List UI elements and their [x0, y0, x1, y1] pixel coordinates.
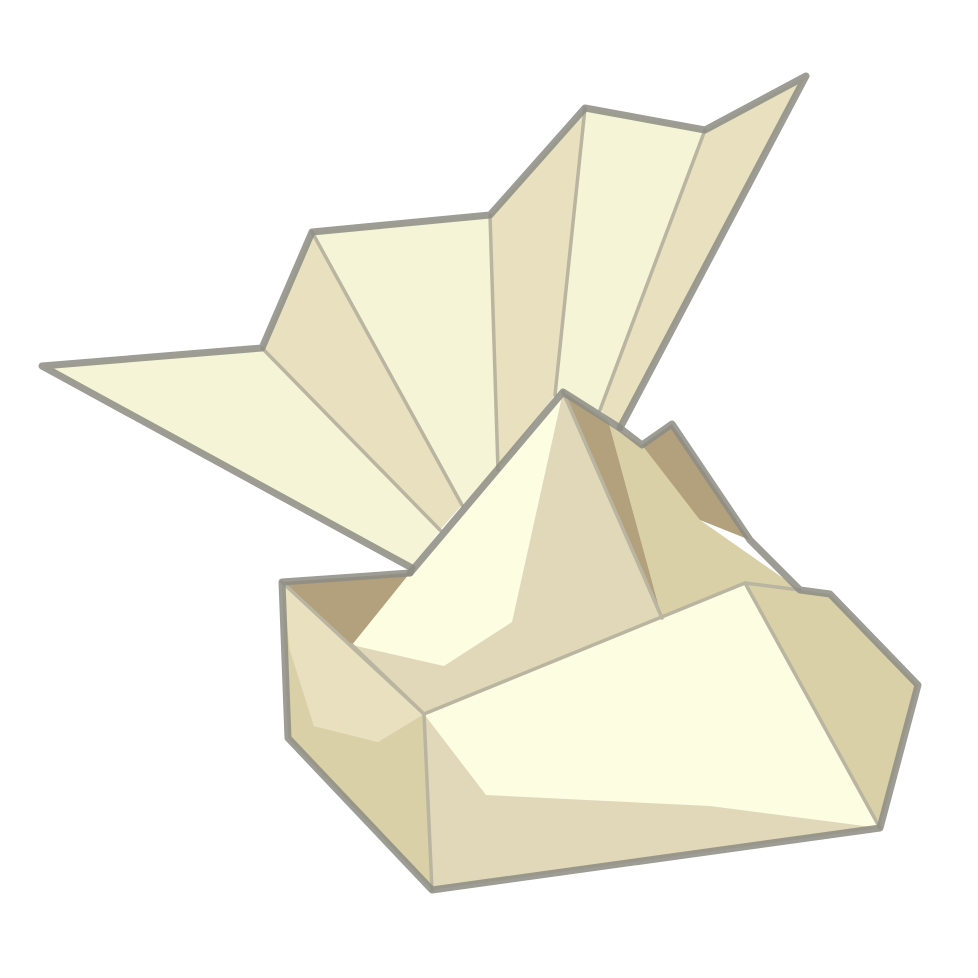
paper-box	[282, 582, 918, 890]
peak-face-right	[563, 392, 800, 618]
crease-6	[561, 390, 664, 620]
fan-blade-5	[555, 108, 705, 410]
crease-5	[598, 128, 707, 412]
fan-blade-left	[42, 348, 440, 568]
fan-blade-4	[490, 108, 585, 470]
interior-right-shadow	[618, 424, 750, 540]
crease-9	[743, 581, 882, 830]
peak-face-front	[352, 392, 662, 714]
paper-interior-shadows	[282, 424, 750, 645]
paper-creases	[260, 106, 882, 892]
peak-face-left	[352, 392, 563, 666]
fan-blade-2	[262, 232, 462, 530]
box-front-bottom	[424, 714, 880, 890]
crease-8	[280, 580, 434, 892]
box-left-wall-top	[282, 582, 424, 742]
paper-fan	[42, 76, 806, 568]
peak-outline	[406, 388, 624, 577]
box-front-face	[424, 583, 880, 828]
crease-2	[310, 230, 464, 507]
crease-4	[553, 106, 587, 397]
fan-blade-6	[600, 76, 806, 428]
box-left-wall-bottom	[282, 582, 432, 890]
crease-3	[488, 213, 500, 472]
paper-outline	[38, 72, 922, 894]
fan-blade-3	[312, 215, 498, 505]
crease-1	[260, 346, 442, 532]
interior-left-shadow	[282, 573, 410, 645]
